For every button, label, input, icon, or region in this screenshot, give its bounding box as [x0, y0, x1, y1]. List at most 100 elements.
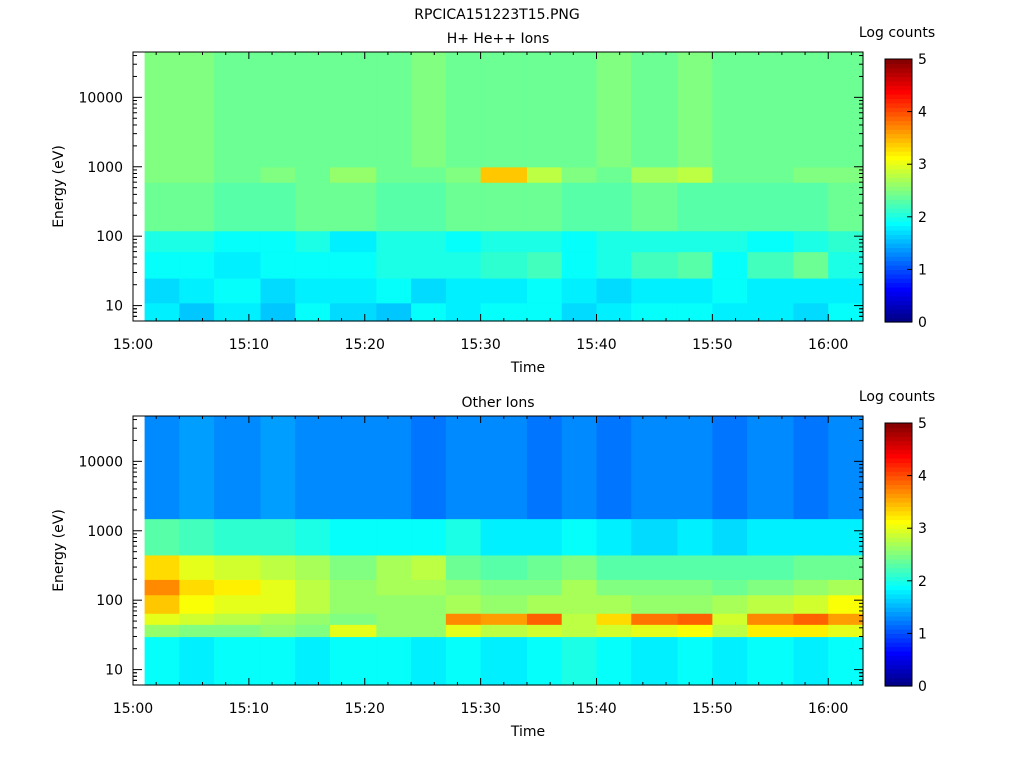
- heatmap-cell: [179, 518, 215, 556]
- heatmap-cell: [214, 251, 262, 279]
- heatmap-cell: [144, 554, 180, 580]
- heatmap-cell: [526, 594, 563, 614]
- heatmap-cell: [214, 554, 262, 580]
- colorbar-segment: [885, 475, 912, 481]
- heatmap-cell: [329, 416, 377, 520]
- x-tick-label: 15:30: [460, 701, 500, 717]
- heatmap-cell: [260, 636, 296, 686]
- panel-1: 15:00 15:10 15:20 15:30 15:40 15:50 16:00 Time 1…: [51, 25, 935, 376]
- heatmap-cell: [445, 230, 482, 253]
- heatmap-cell: [179, 624, 215, 638]
- heatmap-cell: [677, 230, 713, 253]
- heatmap-cell: [411, 166, 447, 183]
- heatmap-cell: [411, 302, 447, 322]
- heatmap-cell: [793, 52, 829, 168]
- heatmap-cell: [376, 166, 412, 183]
- heatmap-cell: [144, 52, 180, 168]
- heatmap-cell: [214, 613, 262, 625]
- colorbar-tick-label: 4: [918, 105, 927, 121]
- heatmap-cell: [329, 624, 377, 638]
- heatmap-cell: [561, 416, 598, 520]
- colorbar-segment: [885, 190, 912, 196]
- colorbar-segment: [885, 181, 912, 187]
- heatmap-cell: [411, 277, 447, 304]
- heatmap-cell: [631, 230, 679, 253]
- x-tick-label: 15:10: [229, 701, 269, 717]
- y-tick-label: 1000: [87, 160, 123, 176]
- y-tick-label: 10000: [78, 454, 123, 470]
- colorbar-segment: [885, 238, 912, 244]
- heatmap-cell: [677, 579, 713, 596]
- colorbar-segment: [885, 633, 912, 639]
- heatmap-cell: [747, 579, 795, 596]
- heatmap-cell: [329, 52, 377, 168]
- heatmap-cell: [526, 251, 563, 279]
- heatmap-cell: [329, 594, 377, 614]
- heatmap-cell: [828, 230, 864, 253]
- colorbar-segment: [885, 462, 912, 468]
- heatmap-cell: [677, 302, 713, 322]
- heatmap-cell: [793, 416, 829, 520]
- heatmap-cell: [329, 182, 377, 232]
- x-tick-label: 15:20: [345, 701, 385, 717]
- heatmap-cell: [376, 518, 412, 556]
- heatmap-cell: [480, 636, 528, 686]
- heatmap-cell: [445, 182, 482, 232]
- colorbar-segment: [885, 216, 912, 222]
- colorbar-segment: [885, 431, 912, 437]
- heatmap-cell: [793, 251, 829, 279]
- colorbar-segment: [885, 458, 912, 464]
- colorbar-segment: [885, 155, 912, 161]
- heatmap-cell: [793, 636, 829, 686]
- heatmap-cells: [144, 416, 864, 686]
- heatmap-cell: [526, 624, 563, 638]
- heatmap-cell: [828, 416, 864, 520]
- colorbar-segment: [885, 107, 912, 113]
- heatmap-cell: [329, 230, 377, 253]
- heatmap-cell: [144, 518, 180, 556]
- heatmap-cell: [411, 251, 447, 279]
- colorbar-segment: [885, 567, 912, 573]
- heatmap-cell: [677, 166, 713, 183]
- colorbar-segment: [885, 129, 912, 135]
- colorbar-segment: [885, 168, 912, 174]
- colorbar-segment: [885, 506, 912, 512]
- heatmap-cell: [411, 182, 447, 232]
- colorbar-segment: [885, 164, 912, 170]
- heatmap-cell: [376, 302, 412, 322]
- y-tick-label: 10: [105, 663, 123, 679]
- colorbar-segment: [885, 269, 912, 275]
- heatmap-cell: [631, 251, 679, 279]
- heatmap-cell: [596, 52, 632, 168]
- heatmap-cell: [329, 277, 377, 304]
- heatmap-cell: [329, 554, 377, 580]
- heatmap-cell: [144, 594, 180, 614]
- heatmap-cell: [295, 277, 331, 304]
- heatmap-cell: [480, 416, 528, 520]
- heatmap-cell: [561, 518, 598, 556]
- colorbar-segment: [885, 304, 912, 310]
- heatmap-cell: [596, 594, 632, 614]
- colorbar-segment: [885, 98, 912, 104]
- heatmap-cell: [712, 166, 748, 183]
- heatmap-cell: [376, 554, 412, 580]
- colorbar-tick-label: 0: [918, 679, 927, 695]
- x-tick-label: 15:20: [345, 337, 385, 353]
- figure-title: RPCICA151223T15.PNG: [414, 7, 579, 23]
- heatmap-cell: [561, 636, 598, 686]
- colorbar-segment: [885, 124, 912, 130]
- heatmap-cell: [526, 182, 563, 232]
- heatmap-cell: [376, 52, 412, 168]
- heatmap-cell: [747, 251, 795, 279]
- heatmap-cell: [179, 166, 215, 183]
- heatmap-cell: [144, 230, 180, 253]
- colorbar-segment: [885, 484, 912, 490]
- colorbar-tick-label: 0: [918, 315, 927, 331]
- heatmap-cell: [445, 518, 482, 556]
- heatmap-cell: [480, 518, 528, 556]
- heatmap-cell: [712, 624, 748, 638]
- heatmap-cell: [214, 182, 262, 232]
- colorbar-segment: [885, 291, 912, 297]
- heatmap-cell: [596, 579, 632, 596]
- heatmap-cell: [445, 302, 482, 322]
